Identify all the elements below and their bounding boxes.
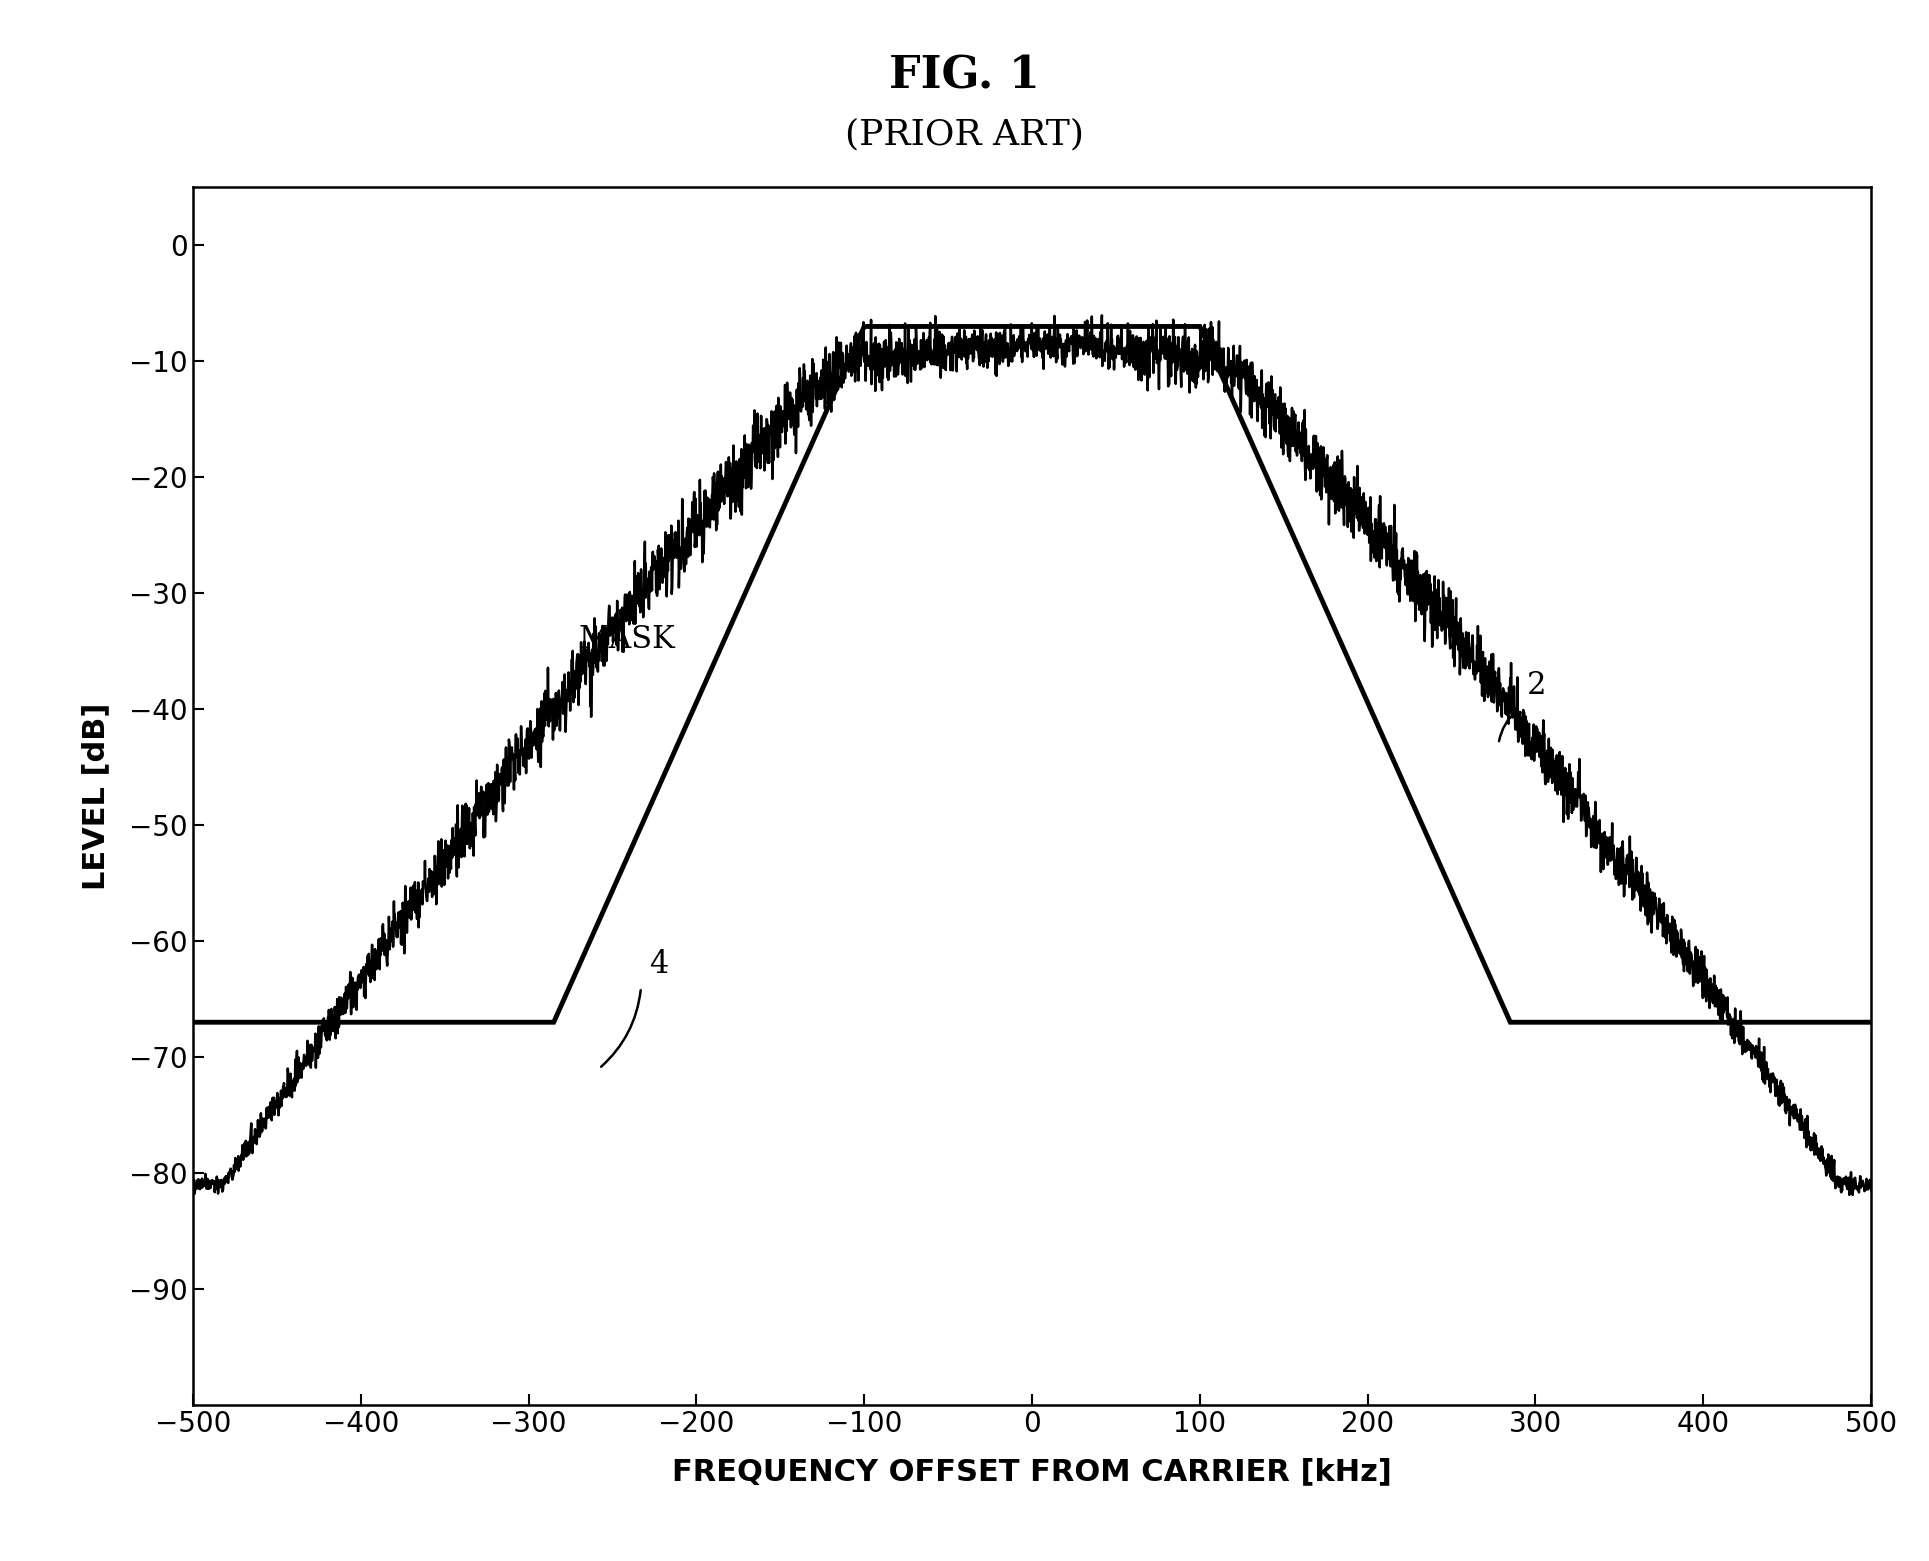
Text: MASK: MASK [579, 624, 675, 656]
Text: (PRIOR ART): (PRIOR ART) [845, 117, 1084, 151]
X-axis label: FREQUENCY OFFSET FROM CARRIER [kHz]: FREQUENCY OFFSET FROM CARRIER [kHz] [671, 1458, 1393, 1486]
Text: 2: 2 [1528, 670, 1547, 701]
Y-axis label: LEVEL [dB]: LEVEL [dB] [81, 702, 110, 890]
Text: FIG. 1: FIG. 1 [889, 55, 1040, 98]
Text: 4: 4 [650, 949, 669, 980]
